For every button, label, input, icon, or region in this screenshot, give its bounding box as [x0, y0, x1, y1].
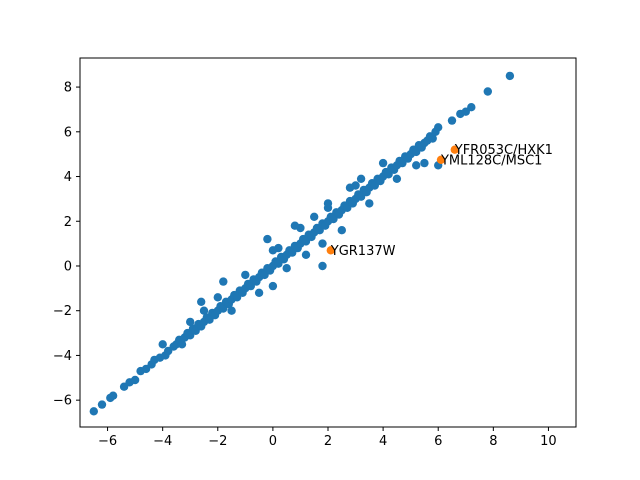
data-point [246, 281, 255, 291]
y-tick-label: 6 [64, 125, 72, 140]
data-point [392, 174, 402, 183]
y-tick-label: 8 [64, 81, 72, 96]
x-tick-label: 6 [434, 434, 442, 449]
x-tick-label: 10 [540, 434, 557, 449]
data-point [318, 239, 327, 248]
data-point [365, 199, 374, 208]
data-point [254, 288, 264, 297]
data-point [130, 375, 140, 385]
data-point [186, 317, 195, 327]
data-point [219, 277, 228, 286]
data-point [97, 400, 107, 409]
data-point [268, 246, 278, 255]
data-point [158, 340, 167, 349]
y-tick-label: 0 [64, 259, 72, 274]
data-point [213, 293, 222, 302]
data-point [483, 87, 492, 96]
x-axis: −6 −4 −2 0 2 4 6 8 10 [98, 427, 557, 449]
data-point [370, 181, 379, 190]
axes-frame [79, 57, 577, 428]
data-point [412, 161, 421, 170]
y-tick-label: −4 [53, 349, 72, 364]
data-point [199, 306, 209, 315]
data-point [436, 155, 446, 164]
series-0 [89, 71, 515, 416]
data-point [301, 250, 311, 259]
data-point [378, 158, 388, 168]
x-tick-label: 8 [489, 434, 497, 449]
data-point [450, 145, 459, 154]
data-point [282, 264, 291, 273]
data-point [467, 103, 476, 112]
data-point [290, 221, 300, 230]
x-tick-label: 4 [379, 434, 387, 449]
y-tick-label: −6 [53, 394, 72, 409]
data-point [227, 306, 236, 315]
data-point [241, 270, 250, 280]
annotation-label: YFR053C/HXK1 [454, 143, 553, 158]
data-point [268, 281, 278, 291]
data-point [434, 123, 443, 132]
x-tick-label: 2 [324, 434, 332, 449]
plot-area [89, 71, 515, 416]
data-point [197, 297, 206, 306]
x-tick-label: −2 [208, 434, 227, 449]
y-tick-label: 2 [64, 215, 72, 230]
y-axis: −6 −4 −2 0 2 4 6 8 [53, 81, 80, 409]
data-point [420, 158, 429, 168]
data-point [428, 134, 437, 143]
data-point [108, 391, 118, 400]
data-point [323, 199, 333, 208]
data-point [310, 212, 319, 221]
data-point [505, 71, 515, 81]
series-1 [326, 145, 459, 255]
data-point [345, 183, 355, 192]
data-point [318, 261, 327, 271]
data-point [89, 407, 99, 416]
data-point [263, 234, 272, 244]
data-point [326, 246, 335, 255]
x-tick-label: −4 [153, 434, 172, 449]
y-tick-label: 4 [64, 170, 72, 185]
x-tick-label: 0 [269, 434, 277, 449]
annotation-label: YML128C/MSC1 [440, 153, 543, 168]
data-point [356, 174, 366, 183]
data-point [447, 116, 457, 125]
y-tick-label: −2 [53, 304, 72, 319]
data-point [177, 340, 187, 349]
data-point [337, 226, 346, 235]
annotation-label: YGR137W [330, 244, 396, 259]
x-tick-label: −6 [98, 434, 117, 449]
